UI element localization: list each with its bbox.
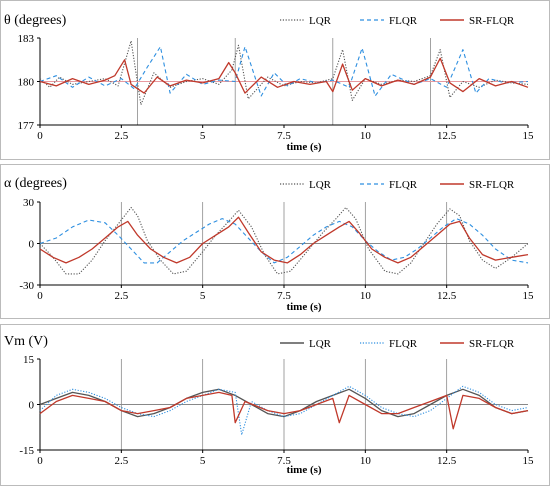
legend-label-lqr: LQR xyxy=(309,179,332,191)
y-axis-title: α (degrees) xyxy=(4,176,67,191)
series-line-sr-flqr xyxy=(39,57,529,94)
y-tick-label: 183 xyxy=(18,33,35,45)
x-tick-label: 7.5 xyxy=(277,290,291,302)
x-tick-label: 2.5 xyxy=(114,455,128,467)
x-tick-label: 7.5 xyxy=(277,455,291,467)
y-axis-title: θ (degrees) xyxy=(4,13,67,28)
legend-label-flqr: FLQR xyxy=(389,15,418,27)
x-tick-label: 0 xyxy=(37,455,43,467)
chart-panel-1: 177 180 183 0 2.5 5 7.5 10 12.5 15 time (s) θ (degr… xyxy=(0,0,550,160)
x-tick-label: 0 xyxy=(37,290,43,302)
x-tick-label: 5 xyxy=(200,455,206,467)
series-line-flqr xyxy=(39,46,529,97)
panel-frame xyxy=(0,0,550,160)
x-tick-label: 12.5 xyxy=(437,130,457,142)
series-line-lqr xyxy=(39,206,529,275)
legend-label-sr-flqr: SR-FLQR xyxy=(469,179,515,191)
y-tick-label: 0 xyxy=(29,400,35,412)
x-tick-label: 2.5 xyxy=(114,290,128,302)
series-line-sr-flqr xyxy=(39,391,529,430)
x-tick-label: 2.5 xyxy=(114,130,128,142)
x-axis-title: time (s) xyxy=(286,301,321,313)
y-tick-label: 15 xyxy=(23,354,35,366)
x-axis-title: time (s) xyxy=(286,464,321,476)
x-tick-label: 0 xyxy=(37,130,43,142)
y-tick-label: -15 xyxy=(19,445,34,457)
x-tick-label: 12.5 xyxy=(437,455,457,467)
legend-label-sr-flqr: SR-FLQR xyxy=(469,15,515,27)
legend-label-lqr: LQR xyxy=(309,15,332,27)
panel-frame xyxy=(0,324,550,486)
series-line-sr-flqr xyxy=(39,216,529,264)
x-tick-label: 5 xyxy=(200,290,206,302)
legend-label-lqr: LQR xyxy=(309,338,332,350)
y-tick-label: 30 xyxy=(23,197,35,209)
series-line-flqr xyxy=(39,218,529,264)
series-line-lqr xyxy=(39,40,529,106)
y-tick-label: -30 xyxy=(19,280,34,292)
x-tick-label: 7.5 xyxy=(277,130,291,142)
x-tick-label: 10 xyxy=(360,130,372,142)
x-tick-label: 15 xyxy=(523,455,535,467)
legend-label-flqr: FLQR xyxy=(389,338,418,350)
legend-label-sr-flqr: SR-FLQR xyxy=(469,338,515,350)
y-tick-label: 0 xyxy=(29,239,35,251)
y-tick-label: 180 xyxy=(18,77,35,89)
x-tick-label: 10 xyxy=(360,455,372,467)
x-tick-label: 15 xyxy=(523,130,535,142)
x-tick-label: 10 xyxy=(360,290,372,302)
y-axis-title: Vm (V) xyxy=(4,334,48,349)
x-axis-title: time (s) xyxy=(286,141,321,153)
x-tick-label: 15 xyxy=(523,290,535,302)
x-tick-label: 5 xyxy=(200,130,206,142)
panel-frame xyxy=(0,164,550,319)
legend-label-flqr: FLQR xyxy=(389,179,418,191)
x-tick-label: 12.5 xyxy=(437,290,457,302)
y-tick-label: 177 xyxy=(18,120,35,132)
